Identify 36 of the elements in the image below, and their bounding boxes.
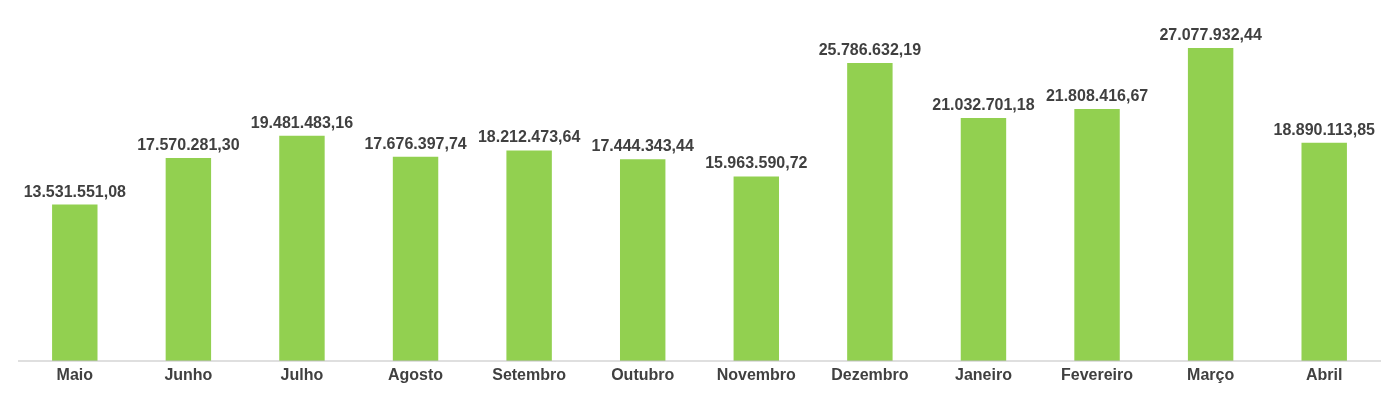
data-label: 21.032.701,18 [932, 95, 1035, 113]
bar [1074, 108, 1120, 361]
x-tick-label: Janeiro [955, 366, 1013, 384]
bar [619, 159, 666, 361]
bar [847, 62, 893, 361]
data-label: 17.570.281,30 [137, 135, 240, 153]
x-tick-label: Outubro [611, 366, 675, 384]
x-tick-label: Junho [164, 366, 213, 384]
data-label: 15.963.590,72 [705, 154, 808, 172]
x-tick-label: Agosto [387, 366, 444, 384]
bar [165, 157, 212, 361]
x-tick-label: Dezembro [831, 366, 909, 384]
bar [733, 176, 780, 361]
data-label: 17.444.343,44 [591, 137, 694, 155]
x-tick-label: Abril [1305, 366, 1343, 384]
data-label: 18.890.113,85 [1273, 120, 1376, 138]
data-label: 21.808.416,67 [1045, 86, 1149, 104]
data-label: 25.786.632,19 [818, 40, 922, 58]
x-tick-label: Maio [56, 366, 94, 384]
bar [279, 135, 325, 361]
bar [1187, 48, 1234, 361]
data-label: 18.212.473,64 [477, 128, 581, 146]
x-tick-label: Novembro [716, 366, 797, 384]
x-tick-label: Julho [280, 366, 324, 384]
data-label: 17.676.397,74 [364, 134, 467, 152]
bar [52, 204, 98, 361]
x-tick-label: Fevereiro [1061, 366, 1134, 384]
bar [960, 117, 1007, 361]
bar [506, 150, 552, 361]
data-label: 13.531.551,08 [23, 182, 127, 200]
bar [1301, 142, 1347, 361]
data-label: 27.077.932,44 [1159, 26, 1262, 43]
x-tick-label: Setembro [492, 366, 567, 384]
data-label: 19.481.483,16 [250, 113, 354, 131]
x-tick-label: Março [1187, 366, 1235, 384]
bar [392, 156, 439, 361]
